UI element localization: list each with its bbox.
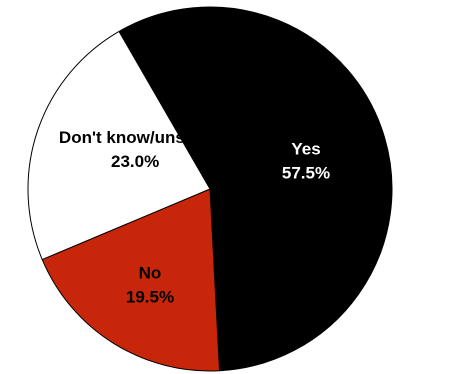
slice-value-don-t-know-unsure: 23.0% (111, 152, 159, 171)
slice-value-yes: 57.5% (282, 164, 330, 183)
pie-labels: Yes 57.5% No 19.5% Don't know/unsure 23.0% (59, 128, 330, 307)
pie-slice-don-t-know-unsure (27, 30, 211, 261)
pie-slice-no (41, 188, 221, 372)
slice-label-don-t-know-unsure: Don't know/unsure (59, 128, 211, 147)
slice-label-yes: Yes (291, 140, 320, 159)
pie-slice-yes (118, 6, 393, 372)
slice-value-no: 19.5% (126, 288, 174, 307)
slice-label-no: No (139, 264, 162, 283)
pie-slices (27, 6, 393, 372)
